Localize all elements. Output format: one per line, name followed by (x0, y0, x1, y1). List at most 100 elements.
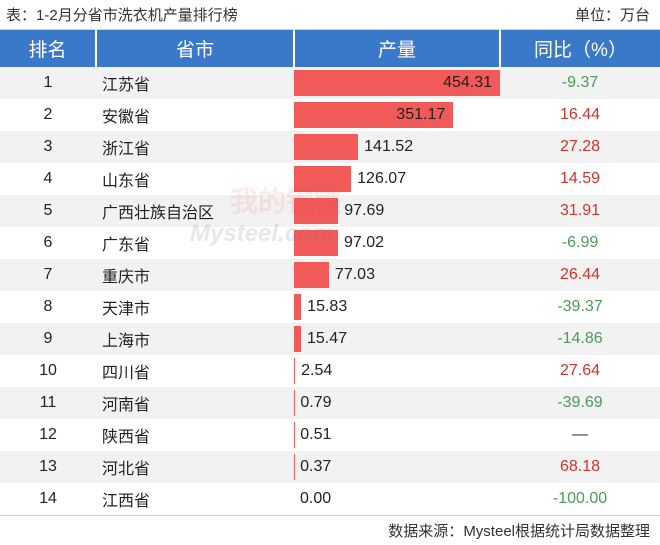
table-row: 3浙江省 141.52 27.28 (0, 131, 660, 163)
production-cell: 0.79 (294, 387, 500, 419)
production-value: 0.37 (300, 451, 331, 483)
production-value: 454.31 (443, 67, 492, 99)
production-bar (294, 134, 358, 160)
yoy-cell: -9.37 (500, 67, 660, 99)
rank-cell: 13 (0, 451, 96, 483)
col-rank: 排名 (0, 30, 96, 67)
production-bar (294, 230, 338, 256)
production-cell: 0.00 (294, 483, 500, 515)
production-value: 97.02 (344, 227, 384, 259)
yoy-cell: 27.28 (500, 131, 660, 163)
title: 表：1-2月分省市洗衣机产量排行榜 (6, 4, 238, 25)
province-cell: 广东省 (96, 227, 294, 259)
production-bar (294, 326, 301, 352)
production-bar (294, 294, 301, 320)
rank-cell: 6 (0, 227, 96, 259)
title-label: 表： (6, 7, 36, 24)
province-cell: 上海市 (96, 323, 294, 355)
rank-cell: 5 (0, 195, 96, 227)
production-value: 2.54 (301, 355, 332, 387)
col-production: 产量 (294, 30, 500, 67)
yoy-cell: -39.69 (500, 387, 660, 419)
province-cell: 重庆市 (96, 259, 294, 291)
rank-cell: 9 (0, 323, 96, 355)
production-cell: 97.02 (294, 227, 500, 259)
production-value: 97.69 (344, 195, 384, 227)
province-cell: 浙江省 (96, 131, 294, 163)
col-province: 省市 (96, 30, 294, 67)
table-body: 1江苏省 454.31-9.37 2安徽省 351.17 16.44 3浙江省 141.52… (0, 67, 660, 515)
production-cell: 77.03 (294, 259, 500, 291)
rank-cell: 4 (0, 163, 96, 195)
rank-cell: 1 (0, 67, 96, 99)
table-container: 表：1-2月分省市洗衣机产量排行榜 单位：万台 排名 省市 产量 同比（%） 1… (0, 0, 660, 545)
table-row: 4山东省126.0714.59 (0, 163, 660, 195)
production-value: 351.17 (396, 99, 445, 131)
province-cell: 天津市 (96, 291, 294, 323)
production-cell: 0.37 (294, 451, 500, 483)
table-row: 6广东省 97.02 -6.99 (0, 227, 660, 259)
table-row: 11河南省0.79-39.69 (0, 387, 660, 419)
production-cell: 2.54 (294, 355, 500, 387)
province-cell: 安徽省 (96, 99, 294, 131)
production-cell: 351.17 (294, 99, 500, 131)
production-value: 77.03 (335, 259, 375, 291)
table-row: 1江苏省 454.31-9.37 (0, 67, 660, 99)
table-row: 13河北省0.37 68.18 (0, 451, 660, 483)
yoy-cell: -100.00 (500, 483, 660, 515)
production-value: 0.51 (300, 419, 331, 451)
yoy-cell: 68.18 (500, 451, 660, 483)
yoy-cell: — (500, 419, 660, 451)
rank-cell: 8 (0, 291, 96, 323)
table-row: 7重庆市 77.03 26.44 (0, 259, 660, 291)
rank-cell: 3 (0, 131, 96, 163)
production-cell: 0.51 (294, 419, 500, 451)
table-header-row: 排名 省市 产量 同比（%） (0, 30, 660, 67)
province-cell: 河南省 (96, 387, 294, 419)
unit: 单位：万台 (575, 4, 650, 25)
yoy-cell: 14.59 (500, 163, 660, 195)
rank-cell: 11 (0, 387, 96, 419)
rank-cell: 10 (0, 355, 96, 387)
table-row: 9上海市 15.47 -14.86 (0, 323, 660, 355)
rank-cell: 2 (0, 99, 96, 131)
col-yoy: 同比（%） (500, 30, 660, 67)
footer-row: 数据来源：Mysteel根据统计局数据整理 (0, 515, 660, 545)
province-cell: 江苏省 (96, 67, 294, 99)
production-cell: 97.69 (294, 195, 500, 227)
table-row: 14江西省0.00-100.00 (0, 483, 660, 515)
production-bar (294, 198, 338, 224)
table-row: 12陕西省0.51— (0, 419, 660, 451)
rank-cell: 7 (0, 259, 96, 291)
province-cell: 广西壮族自治区 (96, 195, 294, 227)
production-value: 0.00 (300, 483, 331, 515)
production-bar (294, 166, 351, 192)
yoy-cell: 27.64 (500, 355, 660, 387)
production-cell: 454.31 (294, 67, 500, 99)
table-row: 5广西壮族自治区 97.69 31.91 (0, 195, 660, 227)
province-cell: 陕西省 (96, 419, 294, 451)
table-row: 8天津市15.83-39.37 (0, 291, 660, 323)
title-text: 1-2月分省市洗衣机产量排行榜 (36, 7, 238, 24)
yoy-cell: 31.91 (500, 195, 660, 227)
production-bar (294, 262, 329, 288)
yoy-cell: -14.86 (500, 323, 660, 355)
production-value: 15.47 (307, 323, 347, 355)
yoy-cell: 16.44 (500, 99, 660, 131)
rank-cell: 14 (0, 483, 96, 515)
production-value: 141.52 (364, 131, 413, 163)
unit-label: 单位： (575, 7, 620, 24)
yoy-cell: -6.99 (500, 227, 660, 259)
table-row: 2安徽省 351.17 16.44 (0, 99, 660, 131)
source-text: Mysteel根据统计局数据整理 (463, 523, 650, 540)
production-cell: 15.83 (294, 291, 500, 323)
header-row: 表：1-2月分省市洗衣机产量排行榜 单位：万台 (0, 0, 660, 30)
production-cell: 15.47 (294, 323, 500, 355)
production-cell: 141.52 (294, 131, 500, 163)
production-cell: 126.07 (294, 163, 500, 195)
production-value: 15.83 (307, 291, 347, 323)
unit-text: 万台 (620, 7, 650, 24)
province-cell: 四川省 (96, 355, 294, 387)
province-cell: 河北省 (96, 451, 294, 483)
yoy-cell: 26.44 (500, 259, 660, 291)
